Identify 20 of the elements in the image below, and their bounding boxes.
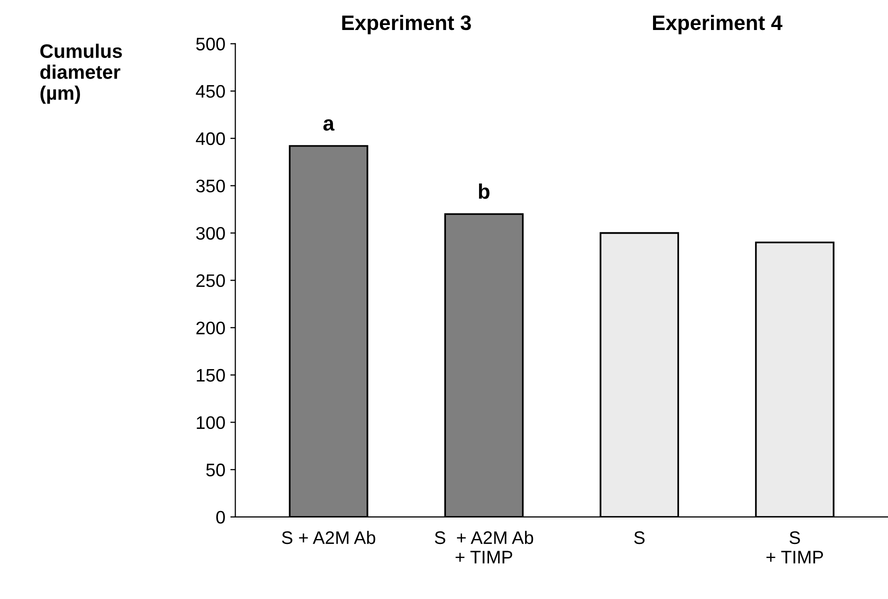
text: Experiment 4	[653, 14, 782, 34]
y-tick-label: 150	[196, 368, 225, 382]
y-tick-label: 50	[206, 464, 225, 476]
y-tick-label: 0	[216, 510, 225, 524]
annotation: a	[323, 119, 334, 131]
x-tick-label: S + A2M Ab	[282, 530, 376, 544]
y-tick-label: 450	[196, 84, 225, 98]
y-tick-label: 300	[196, 226, 225, 240]
y-tick-label: 500	[196, 38, 225, 50]
y-axis-title: Cumulus diameter (µm)	[40, 44, 122, 104]
y-tick-label: 350	[196, 180, 225, 192]
x-tick-label: S	[634, 531, 645, 544]
annotation: b	[478, 184, 490, 199]
y-tick-label: 400	[196, 132, 225, 146]
text: Experiment 3	[342, 14, 471, 34]
y-tick-label: 100	[196, 416, 225, 430]
x-tick-label: S + A2M Ab + TIMP	[434, 530, 534, 564]
x-tick-label: S + TIMP	[766, 531, 823, 564]
y-tick-label: 200	[196, 322, 225, 334]
y-tick-label: 250	[196, 274, 225, 288]
